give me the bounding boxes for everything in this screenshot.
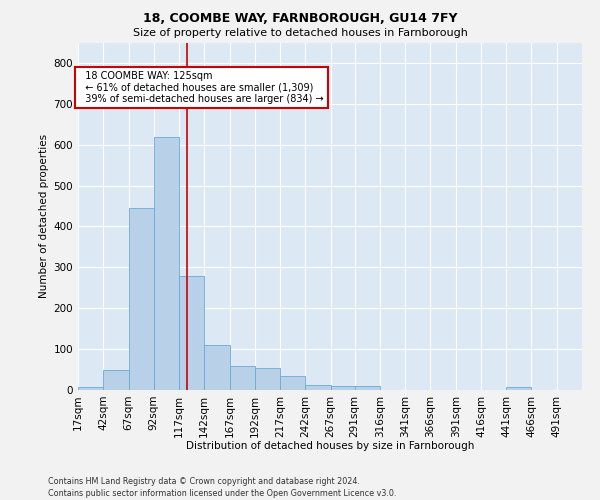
Bar <box>230 366 255 390</box>
Bar <box>204 345 230 390</box>
Bar <box>506 386 532 390</box>
Text: 18 COOMBE WAY: 125sqm
  ← 61% of detached houses are smaller (1,309)
  39% of se: 18 COOMBE WAY: 125sqm ← 61% of detached … <box>79 71 323 104</box>
Bar <box>331 386 356 390</box>
Bar <box>255 368 280 390</box>
Bar <box>154 136 179 390</box>
Y-axis label: Number of detached properties: Number of detached properties <box>40 134 49 298</box>
Text: 18, COOMBE WAY, FARNBOROUGH, GU14 7FY: 18, COOMBE WAY, FARNBOROUGH, GU14 7FY <box>143 12 457 26</box>
Bar <box>305 384 331 390</box>
Text: Size of property relative to detached houses in Farnborough: Size of property relative to detached ho… <box>133 28 467 38</box>
Bar <box>355 386 380 390</box>
Bar <box>78 386 103 390</box>
X-axis label: Distribution of detached houses by size in Farnborough: Distribution of detached houses by size … <box>186 441 474 451</box>
Bar <box>280 376 305 390</box>
Bar <box>179 276 204 390</box>
Bar <box>103 370 128 390</box>
Text: Contains HM Land Registry data © Crown copyright and database right 2024.: Contains HM Land Registry data © Crown c… <box>48 478 360 486</box>
Bar <box>128 208 154 390</box>
Text: Contains public sector information licensed under the Open Government Licence v3: Contains public sector information licen… <box>48 489 397 498</box>
